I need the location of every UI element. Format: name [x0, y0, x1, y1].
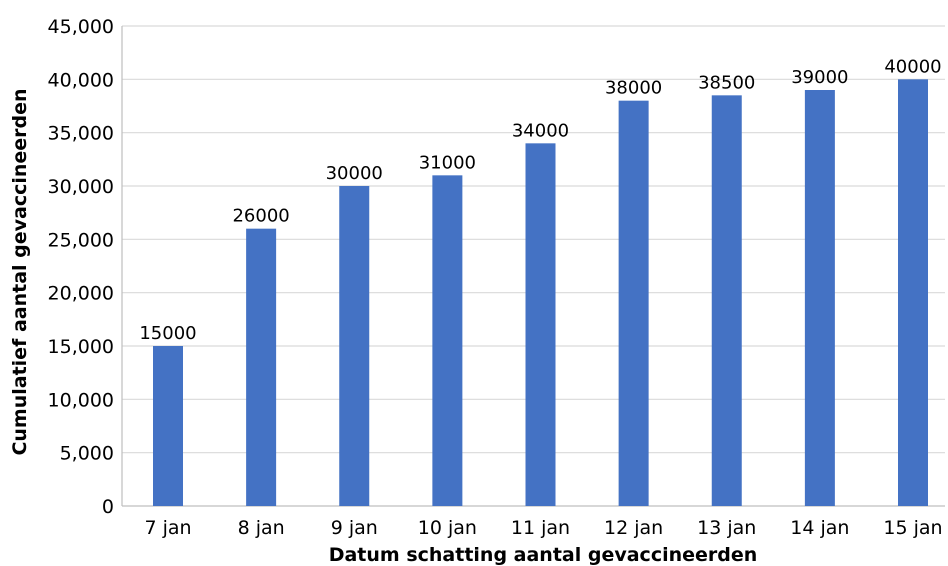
- data-label: 15000: [139, 323, 196, 344]
- data-label: 34000: [512, 120, 569, 141]
- bar: [711, 95, 742, 506]
- x-tick-label: 15 jan: [883, 517, 942, 539]
- y-tick-label: 45,000: [48, 16, 114, 38]
- y-tick-label: 25,000: [48, 229, 114, 251]
- bar: [153, 346, 183, 506]
- data-label: 38500: [698, 72, 755, 93]
- bar: [804, 90, 835, 506]
- bar: [246, 228, 277, 506]
- y-tick-label: 0: [102, 496, 114, 518]
- bar: [525, 143, 556, 507]
- bar: [432, 175, 463, 507]
- bar: [618, 100, 649, 507]
- y-tick-label: 15,000: [48, 336, 114, 358]
- y-tick-label: 10,000: [48, 389, 114, 411]
- y-tick-label: 5,000: [60, 443, 114, 465]
- x-tick-label: 9 jan: [331, 517, 378, 539]
- x-tick-label: 8 jan: [238, 517, 285, 539]
- x-tick-label: 12 jan: [604, 517, 663, 539]
- bar: [339, 186, 370, 506]
- data-label: 39000: [791, 67, 848, 88]
- data-label: 26000: [232, 206, 289, 227]
- x-tick-labels: 7 jan 8 jan 9 jan 10 jan 11 jan 12 jan 13 jan 1…: [144, 517, 942, 539]
- data-label: 31000: [419, 152, 476, 173]
- y-tick-label: 30,000: [48, 176, 114, 198]
- x-tick-label: 14 jan: [790, 517, 849, 539]
- x-tick-label: 11 jan: [511, 517, 570, 539]
- x-axis-title: Datum schatting aantal gevaccineerden: [329, 544, 758, 566]
- x-tick-label: 7 jan: [144, 517, 191, 539]
- bar: [898, 79, 928, 506]
- y-tick-label: 40,000: [48, 69, 114, 91]
- x-tick-label: 13 jan: [697, 517, 756, 539]
- x-tick-label: 10 jan: [418, 517, 477, 539]
- y-tick-label: 20,000: [48, 283, 114, 305]
- y-axis-title: Cumulatief aantal gevaccineerden: [9, 88, 31, 455]
- bars: [153, 79, 928, 507]
- y-tick-label: 35,000: [48, 123, 114, 145]
- y-tick-labels: 0 5,000 10,000 15,000 20,000 25,000 30,000 35,0…: [48, 16, 114, 518]
- data-label: 30000: [326, 163, 383, 184]
- data-label: 40000: [884, 56, 941, 77]
- data-labels: 15000 26000 30000 31000 34000 38000 38500 39000…: [139, 56, 941, 344]
- data-label: 38000: [605, 78, 662, 99]
